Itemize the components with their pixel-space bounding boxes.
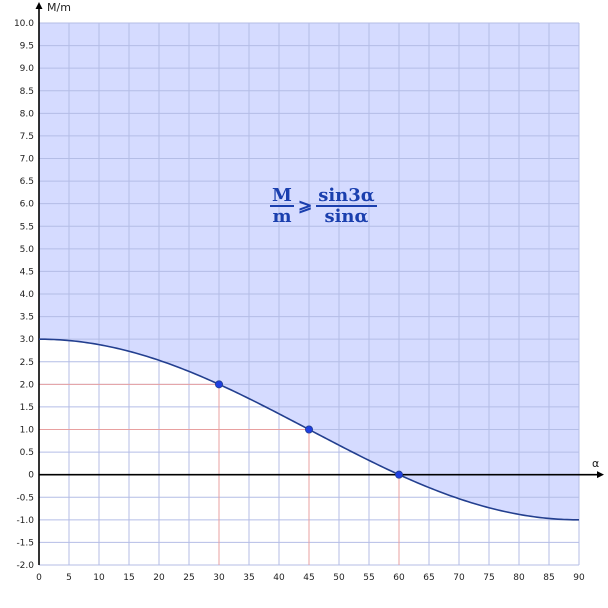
x-tick-label: 85	[543, 573, 554, 583]
y-tick-label: 1.5	[20, 403, 34, 413]
y-tick-label: 6.0	[20, 200, 35, 210]
y-tick-label: 4.0	[20, 290, 35, 300]
x-axis-label: α	[592, 457, 599, 470]
x-tick-label: 55	[363, 573, 374, 583]
x-tick-label: 60	[393, 573, 405, 583]
x-tick-label: 90	[573, 573, 585, 583]
y-tick-label: -0.5	[16, 493, 34, 503]
y-tick-label: 3.0	[20, 335, 35, 345]
x-tick-label: 20	[153, 573, 165, 583]
axes	[35, 2, 604, 565]
x-tick-label: 75	[483, 573, 494, 583]
x-tick-label: 30	[213, 573, 225, 583]
x-tick-label: 45	[303, 573, 314, 583]
y-tick-label: 3.5	[20, 313, 34, 323]
guide-lines	[39, 383, 400, 565]
y-tick-label: 5.5	[20, 222, 34, 232]
y-tick-label: 8.0	[20, 109, 35, 119]
y-tick-label: -2.0	[16, 561, 34, 571]
lhs-denominator: m	[272, 206, 292, 227]
tick-labels: 0 5 10 15 20 25 30 35 40 45 50 55 60 65 70 75 80 85 90 -2.0…	[14, 19, 585, 583]
x-axis-arrow	[597, 471, 604, 479]
inequality-formula: M m ⩾ sin3α sinα	[270, 186, 377, 226]
y-tick-label: 9.0	[20, 64, 35, 74]
y-axis-arrow	[35, 2, 43, 9]
y-tick-label: -1.5	[16, 538, 34, 548]
data-point	[214, 380, 223, 389]
y-tick-label: 2.5	[20, 358, 34, 368]
y-tick-label: 0.5	[20, 448, 34, 458]
x-tick-label: 70	[453, 573, 465, 583]
data-points	[214, 380, 403, 479]
y-tick-label: 5.0	[20, 245, 35, 255]
y-tick-label: 6.5	[20, 177, 34, 187]
y-tick-label: 7.5	[20, 132, 34, 142]
rhs-denominator: sinα	[324, 206, 369, 227]
rhs-numerator: sin3α	[316, 185, 377, 207]
rhs-fraction: sin3α sinα	[316, 185, 377, 227]
x-tick-label: 40	[273, 573, 285, 583]
y-axis-label: M/m	[47, 1, 71, 14]
x-tick-label: 10	[93, 573, 105, 583]
y-tick-label: -1.0	[16, 516, 34, 526]
y-tick-label: 8.5	[20, 87, 34, 97]
y-tick-label: 4.5	[20, 267, 34, 277]
y-tick-label: 9.5	[20, 42, 34, 52]
y-tick-label: 7.0	[20, 155, 35, 165]
x-tick-label: 80	[513, 573, 525, 583]
y-tick-label: 10.0	[14, 19, 34, 29]
x-tick-label: 50	[333, 573, 345, 583]
relation-symbol: ⩾	[297, 196, 313, 216]
y-tick-label: 1.0	[20, 426, 35, 436]
x-tick-label: 5	[66, 573, 72, 583]
y-tick-label: 2.0	[20, 380, 35, 390]
data-point	[304, 425, 313, 434]
x-tick-label: 65	[423, 573, 434, 583]
y-tick-label: 0	[28, 471, 34, 481]
x-tick-label: 15	[123, 573, 134, 583]
x-tick-label: 25	[183, 573, 194, 583]
lhs-numerator: M	[270, 185, 294, 207]
x-tick-label: 0	[36, 573, 42, 583]
lhs-fraction: M m	[270, 186, 294, 226]
x-tick-label: 35	[243, 573, 254, 583]
data-point	[394, 470, 403, 479]
